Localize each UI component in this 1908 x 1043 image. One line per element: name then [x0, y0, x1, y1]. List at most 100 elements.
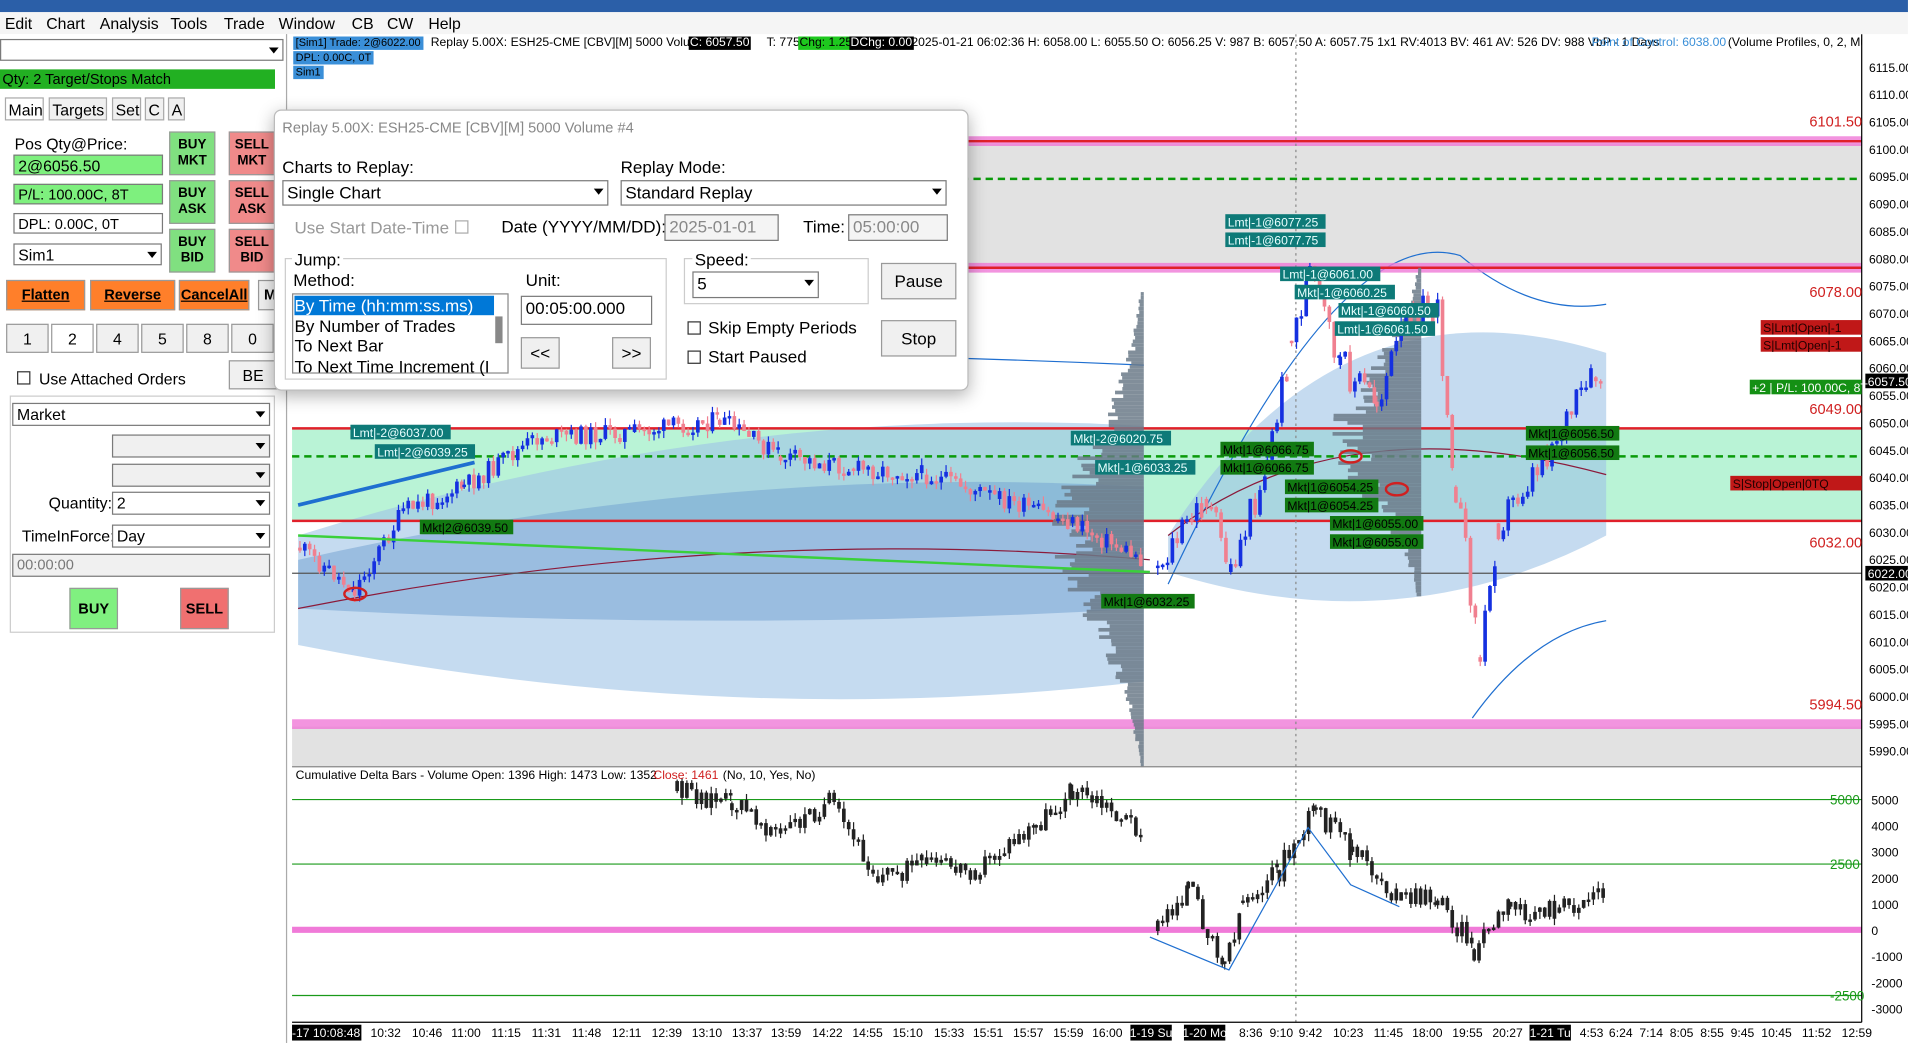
candle	[1275, 422, 1279, 432]
order-tag	[1294, 284, 1395, 300]
sim-box: [Sim1] Trade: 2@6022.00	[293, 36, 424, 50]
tab[interactable]: Set	[111, 97, 142, 121]
profile-bar	[1385, 369, 1422, 374]
price-label: 6050.00	[1869, 416, 1908, 430]
qty-button[interactable]: 2	[51, 323, 94, 353]
list-item[interactable]: To Next Time Increment (I	[294, 355, 490, 376]
time-tag	[1529, 1024, 1571, 1041]
order-button[interactable]: SELL ASK	[228, 180, 275, 224]
input[interactable]: 00:05:00.000	[520, 295, 653, 325]
button[interactable]: Stop	[880, 320, 957, 357]
dropdown[interactable]	[111, 463, 271, 487]
select[interactable]: Single Chart	[282, 180, 609, 206]
be-button[interactable]: BE	[228, 360, 278, 390]
qty-button[interactable]: 0	[231, 323, 274, 353]
delta-label: 5000	[1871, 793, 1898, 807]
profile-bar	[1377, 391, 1422, 396]
action-button[interactable]: Flatten	[6, 279, 86, 311]
checkbox[interactable]	[687, 321, 701, 335]
list-item[interactable]: To Next Bar	[294, 335, 384, 356]
candle	[554, 429, 559, 443]
action-button[interactable]: Reverse	[90, 279, 176, 311]
candle	[992, 855, 997, 860]
delta-label: 3000	[1871, 846, 1898, 860]
button[interactable]: >>	[612, 337, 651, 369]
menu-item[interactable]: Analysis	[99, 14, 159, 33]
tab[interactable]: Targets	[48, 97, 108, 121]
profile-bar	[1108, 419, 1144, 424]
button[interactable]: Pause	[880, 262, 957, 300]
candle	[1165, 909, 1170, 923]
candle	[851, 468, 856, 471]
menu-item[interactable]: Tools	[170, 14, 208, 33]
menu-item[interactable]: CW	[386, 14, 414, 33]
sell-button[interactable]: SELL	[180, 587, 229, 630]
quantity[interactable]: 2	[111, 491, 271, 515]
candle	[1440, 897, 1445, 906]
qty-button[interactable]: 8	[186, 323, 229, 353]
price-tag-label: 6057.50	[1868, 375, 1908, 389]
candle	[337, 576, 341, 580]
order-type[interactable]: Market	[12, 402, 271, 426]
top-dropdown[interactable]	[0, 38, 284, 61]
list-item[interactable]: By Time (hh:mm:ss.ms)	[294, 295, 495, 316]
tif[interactable]: Day	[111, 524, 271, 548]
candle	[1070, 791, 1075, 800]
input[interactable]: 05:00:00	[848, 214, 948, 241]
time-label: 4:53	[1580, 1026, 1604, 1040]
account[interactable]: Sim1	[13, 243, 162, 266]
action-button[interactable]: CancelAll	[178, 279, 250, 311]
order-button[interactable]: BUY ASK	[169, 180, 216, 224]
buy-button[interactable]: BUY	[69, 587, 119, 630]
order-button[interactable]: BUY MKT	[169, 131, 216, 176]
order-button[interactable]: SELL MKT	[228, 131, 275, 176]
candle	[1338, 356, 1343, 366]
time-tag	[1183, 1024, 1226, 1041]
candle	[1328, 817, 1333, 833]
checkbox[interactable]	[687, 350, 701, 364]
order-button[interactable]: BUY BID	[169, 228, 216, 273]
checkbox[interactable]	[17, 371, 31, 385]
tab[interactable]: Main	[4, 97, 44, 121]
menu-item[interactable]: Trade	[223, 14, 265, 33]
tab[interactable]: C	[144, 97, 165, 121]
qty-button[interactable]: 5	[141, 323, 184, 353]
candle	[298, 547, 302, 551]
candle	[885, 466, 890, 478]
list-item[interactable]: By Number of Trades	[294, 315, 456, 336]
button[interactable]: <<	[520, 337, 560, 369]
input[interactable]: 2025-01-01	[664, 214, 779, 241]
profile-bar	[1123, 394, 1144, 398]
menu-item[interactable]: Window	[278, 14, 335, 33]
dialog-title: Replay 5.00X: ESH25-CME [CBV][M] 5000 Vo…	[282, 119, 634, 137]
delta-label: -3000	[1871, 1002, 1902, 1016]
profile-bar	[1108, 660, 1144, 665]
candle	[1129, 545, 1133, 557]
time-input[interactable]: 00:00:00	[12, 553, 271, 577]
menu-item[interactable]: Help	[428, 14, 461, 33]
candle	[1338, 822, 1343, 833]
order-button[interactable]: SELL BID	[228, 228, 275, 273]
profile-bar	[1414, 578, 1422, 582]
qty-button[interactable]: 4	[96, 323, 139, 353]
menu-item[interactable]: Chart	[46, 14, 85, 33]
profile-bar	[1415, 285, 1422, 290]
candle	[1002, 491, 1007, 509]
spinner[interactable]: 5	[692, 271, 819, 299]
profile-bar	[1062, 569, 1144, 574]
qty-button[interactable]: 1	[6, 323, 49, 353]
menu-item[interactable]: Edit	[4, 14, 33, 33]
profile-bar	[1132, 339, 1144, 344]
tab[interactable]: A	[167, 97, 185, 121]
candle	[700, 420, 705, 424]
candle	[1418, 888, 1423, 905]
dropdown[interactable]	[111, 434, 271, 458]
profile-bar	[1404, 552, 1422, 557]
candle	[905, 479, 909, 482]
candle	[1404, 313, 1408, 324]
candle	[1210, 936, 1215, 939]
menu-item[interactable]: CB	[351, 14, 374, 33]
candle	[1085, 787, 1090, 796]
candle	[939, 859, 944, 863]
select[interactable]: Standard Replay	[620, 180, 947, 206]
